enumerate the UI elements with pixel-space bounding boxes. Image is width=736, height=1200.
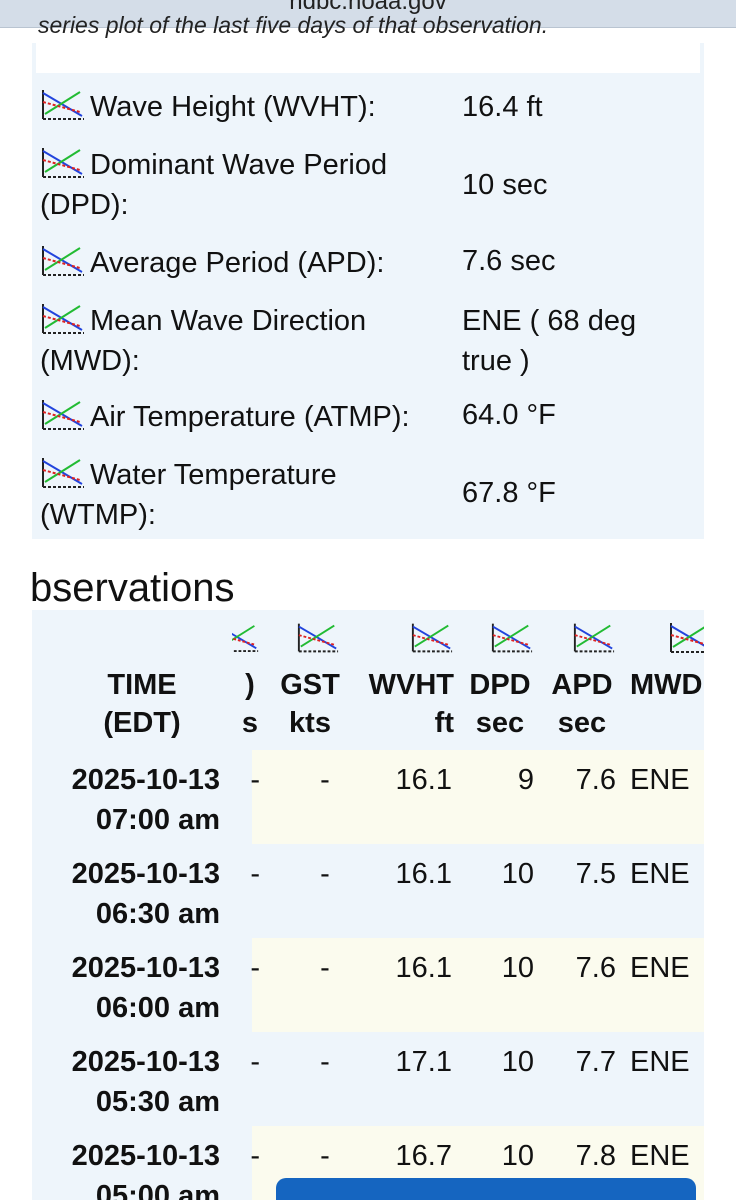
intro-text: series plot of the last five days of tha… bbox=[38, 16, 549, 38]
latest-value: 16.4 ft bbox=[462, 91, 543, 123]
latest-value: 7.6 sec bbox=[462, 245, 556, 277]
table-row: 2025-10-13 05:30 am - - 17.1 10 7.7 ENE bbox=[32, 1032, 704, 1126]
partial-cell: - bbox=[250, 952, 260, 984]
apd-cell: 7.6 bbox=[575, 764, 616, 796]
latest-value: ENE ( 68 deg true ) bbox=[462, 305, 637, 377]
header-gst: GST kts bbox=[280, 669, 340, 739]
table-header: TIME (EDT) ) s GST kts WVHT ft DPD sec A… bbox=[32, 610, 704, 750]
table-row: 2025-10-13 06:30 am - - 16.1 10 7.5 ENE bbox=[32, 844, 704, 938]
url-text: ndbc.noaa.gov bbox=[289, 0, 447, 15]
time-series-plot-icon[interactable] bbox=[572, 618, 616, 658]
gst-cell: - bbox=[320, 1046, 330, 1078]
time-series-plot-icon[interactable] bbox=[40, 146, 86, 180]
dpd-cell: 10 bbox=[501, 858, 534, 890]
time-cell: 2025-10-13 06:30 am bbox=[71, 858, 220, 930]
latest-value: 10 sec bbox=[462, 169, 548, 201]
gst-cell: - bbox=[320, 952, 330, 984]
header-apd: APD sec bbox=[551, 669, 613, 739]
mwd-cell: ENE bbox=[630, 1046, 690, 1078]
dpd-cell: 10 bbox=[501, 1140, 534, 1172]
browser-url-bar[interactable]: ndbc.noaa.gov bbox=[0, 0, 736, 28]
wvht-cell: 16.7 bbox=[395, 1140, 452, 1172]
latest-label: Wave Height (WVHT): bbox=[90, 91, 376, 123]
time-series-plot-icon[interactable] bbox=[296, 618, 340, 658]
time-series-plot-icon[interactable] bbox=[668, 618, 704, 658]
dpd-cell: 9 bbox=[517, 764, 534, 796]
partial-cell: - bbox=[250, 1140, 260, 1172]
partial-cell: - bbox=[250, 1046, 260, 1078]
latest-label: Average Period (APD): bbox=[90, 247, 385, 279]
apd-cell: 7.8 bbox=[575, 1140, 616, 1172]
time-cell: 2025-10-13 06:00 am bbox=[71, 952, 220, 1024]
header-dpd: DPD sec bbox=[469, 669, 531, 739]
header-time: TIME (EDT) bbox=[103, 669, 181, 739]
mwd-cell: ENE bbox=[630, 764, 690, 796]
wvht-cell: 17.1 bbox=[395, 1046, 452, 1078]
time-series-plot-icon[interactable] bbox=[490, 618, 534, 658]
panel-top-strip bbox=[32, 43, 704, 73]
mwd-cell: ENE bbox=[630, 858, 690, 890]
gst-cell: - bbox=[320, 1140, 330, 1172]
header-wvht: WVHT ft bbox=[368, 669, 454, 739]
time-cell: 2025-10-13 05:00 am bbox=[71, 1140, 220, 1200]
time-series-plot-icon[interactable] bbox=[40, 302, 86, 336]
time-series-plot-icon[interactable] bbox=[40, 456, 86, 490]
floating-action-bar[interactable] bbox=[276, 1178, 696, 1200]
time-series-plot-icon[interactable] bbox=[40, 398, 86, 432]
partial-cell: - bbox=[250, 764, 260, 796]
time-series-plot-icon[interactable] bbox=[40, 244, 86, 278]
mwd-cell: ENE bbox=[630, 1140, 690, 1172]
table-row: 2025-10-13 06:00 am - - 16.1 10 7.6 ENE bbox=[32, 938, 704, 1032]
latest-value: 67.8 °F bbox=[462, 477, 556, 509]
wvht-cell: 16.1 bbox=[395, 858, 452, 890]
header-partial: ) s bbox=[241, 669, 259, 739]
apd-cell: 7.5 bbox=[575, 858, 616, 890]
time-series-plot-icon[interactable] bbox=[232, 618, 260, 658]
latest-label: Dominant Wave Period (DPD): bbox=[40, 149, 388, 221]
dpd-cell: 10 bbox=[501, 1046, 534, 1078]
intro-text-clipped: series plot of the last five days of tha… bbox=[38, 16, 698, 38]
latest-value: 64.0 °F bbox=[462, 399, 556, 431]
mwd-cell: ENE bbox=[630, 952, 690, 984]
wvht-cell: 16.1 bbox=[395, 764, 452, 796]
time-series-plot-icon[interactable] bbox=[40, 88, 86, 122]
time-cell: 2025-10-13 07:00 am bbox=[71, 764, 220, 836]
gst-cell: - bbox=[320, 764, 330, 796]
observations-table: TIME (EDT) ) s GST kts WVHT ft DPD sec A… bbox=[32, 610, 704, 1200]
time-series-plot-icon[interactable] bbox=[410, 618, 454, 658]
observations-heading: bservations bbox=[30, 566, 235, 610]
time-cell: 2025-10-13 05:30 am bbox=[71, 1046, 220, 1118]
dpd-cell: 10 bbox=[501, 952, 534, 984]
apd-cell: 7.6 bbox=[575, 952, 616, 984]
table-row: 2025-10-13 07:00 am - - 16.1 9 7.6 ENE bbox=[32, 750, 704, 844]
apd-cell: 7.7 bbox=[575, 1046, 616, 1078]
latest-observations-panel: Wave Height (WVHT): 16.4 ft Dominant Wav… bbox=[32, 43, 704, 539]
partial-cell: - bbox=[250, 858, 260, 890]
gst-cell: - bbox=[320, 858, 330, 890]
latest-label: Mean Wave Direction (MWD): bbox=[40, 305, 367, 377]
wvht-cell: 16.1 bbox=[395, 952, 452, 984]
latest-label: Water Temperature (WTMP): bbox=[40, 459, 337, 531]
latest-label: Air Temperature (ATMP): bbox=[90, 401, 410, 433]
header-mwd: MWD bbox=[630, 669, 703, 701]
